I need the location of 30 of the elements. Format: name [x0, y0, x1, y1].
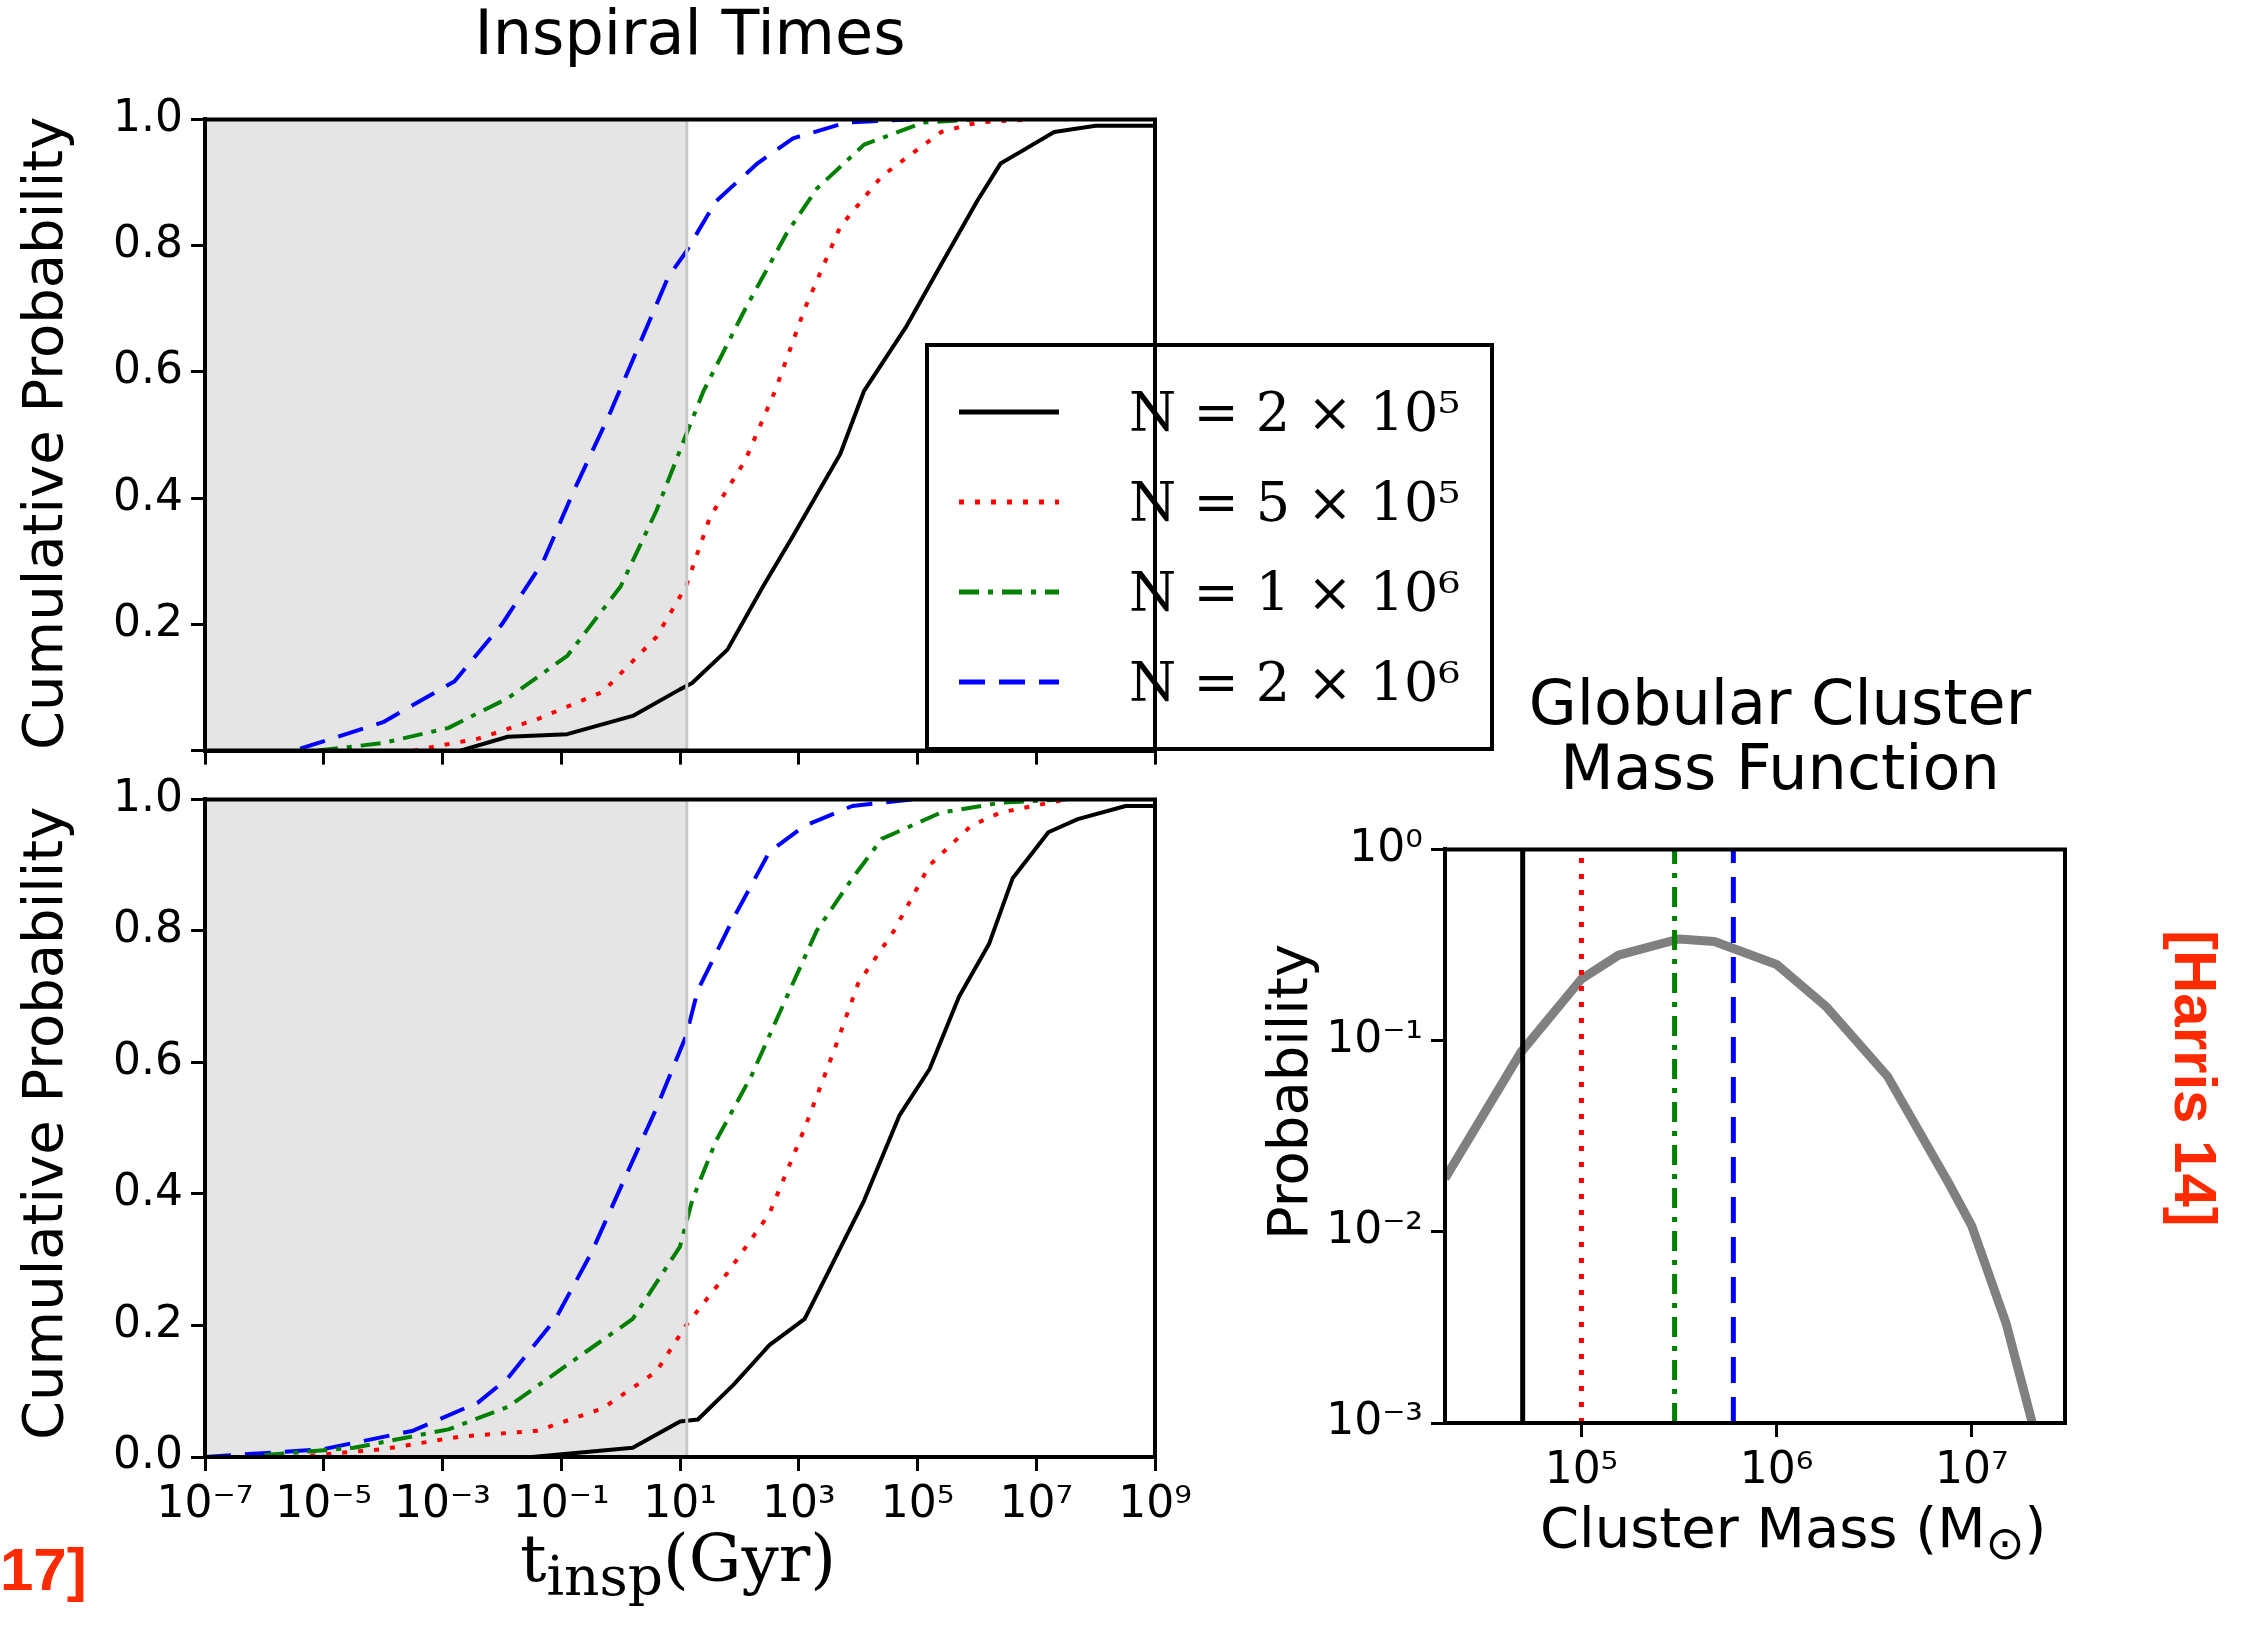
y-tick-label: 10⁻²	[1326, 1202, 1423, 1254]
y-axis-title: Probability	[1255, 943, 1320, 1240]
chart-title: Inspiral Times	[473, 0, 907, 69]
y-axis-title: Cumulative Probability	[10, 116, 75, 750]
x-tick-label: 10⁹	[1118, 1475, 1192, 1527]
y-tick-label: 0.6	[113, 342, 183, 394]
y-axis-title: Cumulative Probability	[10, 806, 75, 1440]
x-tick-label: 10⁵	[880, 1475, 955, 1527]
y-tick-label: 0.2	[113, 594, 183, 646]
x-tick-label: 10⁻⁵	[275, 1475, 373, 1527]
y-tick-label: 0.2	[113, 1295, 183, 1347]
chart-title: Globular Cluster Mass Function	[1527, 666, 2033, 805]
x-axis-title: Cluster Mass (M$_{⊙}$)	[1540, 1495, 2047, 1571]
y-tick-label: 1.0	[113, 769, 183, 821]
x-tick-label: 10⁶	[1739, 1441, 1814, 1493]
y-tick-label: 0.6	[113, 1032, 183, 1084]
y-tick-label: 0.4	[113, 468, 183, 520]
x-tick-label: 10⁵	[1544, 1441, 1619, 1493]
y-tick-label: 0.4	[113, 1164, 183, 1216]
y-tick-label: 10⁰	[1349, 819, 1423, 871]
y-tick-label: 10⁻³	[1326, 1393, 1423, 1445]
y-tick-label: 0.8	[113, 901, 183, 953]
y-tick-label: 1.0	[113, 89, 183, 141]
y-tick-label: 10⁻¹	[1326, 1011, 1423, 1063]
text: [Harris 14]	[2161, 930, 2230, 1227]
x-tick-label: 10⁻³	[394, 1475, 491, 1527]
y-tick-label: 0.8	[113, 216, 183, 268]
x-tick-label: 10⁷	[999, 1475, 1074, 1527]
x-tick-label: 10⁷	[1935, 1441, 2009, 1493]
text: 17]	[0, 1535, 87, 1604]
